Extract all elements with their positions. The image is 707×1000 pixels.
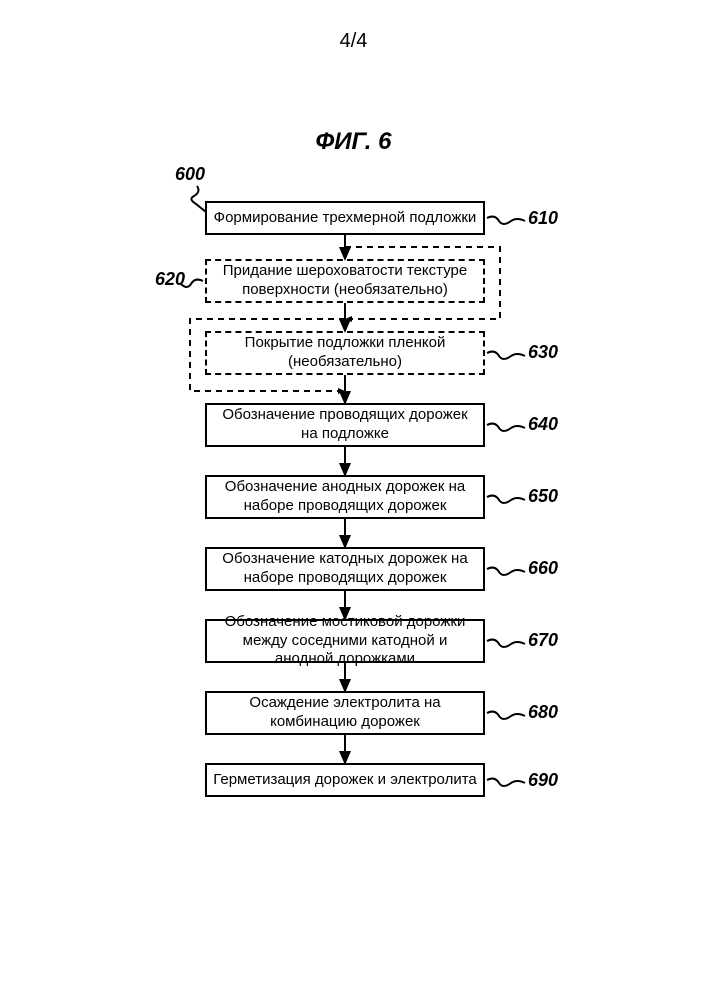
figure-title: ФИГ. 6 [0, 128, 707, 156]
flowchart-canvas: 600 Формирование трехмерной подложки При… [0, 156, 707, 976]
page-number: 4/4 [0, 0, 707, 53]
connectors [0, 156, 707, 976]
